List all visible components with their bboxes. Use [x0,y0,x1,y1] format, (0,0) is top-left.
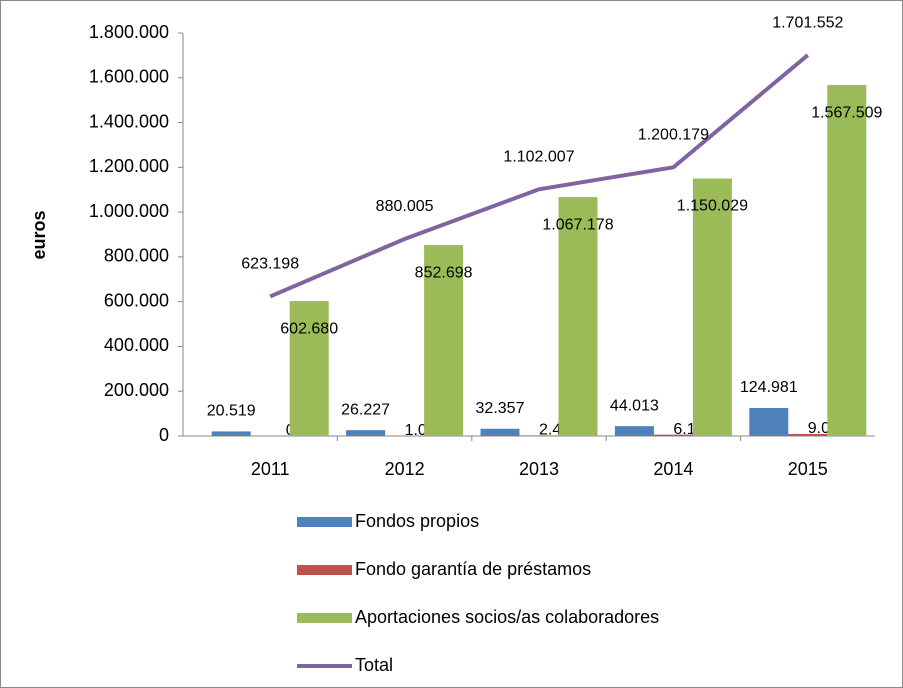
bar [211,431,251,436]
y-tick-label: 0 [159,425,169,445]
data-label: 32.357 [476,400,525,417]
bar [519,435,559,436]
bar [749,408,789,436]
data-label: 1.150.029 [677,198,748,215]
bar [558,197,598,436]
y-tick-label: 400.000 [104,335,169,355]
data-label: 1.567.509 [811,104,882,121]
legend-swatch [297,565,352,575]
y-tick-label: 1.800.000 [89,22,169,42]
x-tick-label: 2011 [251,459,290,479]
legend-swatch [297,613,352,623]
legend-label: Fondos propios [355,511,479,531]
data-label: 44.013 [610,397,659,414]
y-tick-label: 1.000.000 [89,201,169,221]
y-tick-label: 1.200.000 [89,156,169,176]
legend-label: Aportaciones socios/as colaboradores [355,607,659,627]
bar [480,428,520,436]
bar [788,433,828,436]
y-tick-label: 600.000 [104,290,169,310]
bar [424,245,464,436]
data-label: 1.701.552 [772,14,843,31]
data-label: 124.981 [740,379,798,396]
data-label: 1.200.179 [638,127,709,144]
bar [289,301,329,436]
data-label: 623.198 [241,256,299,273]
legend-label: Total [355,655,393,675]
data-label: 26.227 [341,401,390,418]
x-tick-label: 2012 [385,459,425,479]
bar [653,434,693,436]
bar [692,178,732,436]
x-tick-label: 2015 [788,459,828,479]
x-tick-label: 2014 [653,459,693,479]
data-label: 1.067.178 [542,216,613,233]
y-tick-label: 1.400.000 [89,111,169,131]
data-label: 880.005 [376,198,434,215]
bar [614,426,654,436]
data-label: 852.698 [415,264,473,281]
data-label: 602.680 [280,320,338,337]
data-label: 1.102.007 [503,148,574,165]
legend-swatch [297,517,352,527]
bar [827,85,867,436]
y-axis-label: euros [29,210,49,259]
y-tick-label: 1.600.000 [89,67,169,87]
legend-label: Fondo garantía de préstamos [355,559,591,579]
y-tick-label: 800.000 [104,246,169,266]
y-tick-label: 200.000 [104,380,169,400]
bar [346,430,386,436]
data-label: 20.519 [207,403,256,420]
x-tick-label: 2013 [519,459,559,479]
line [269,53,810,299]
